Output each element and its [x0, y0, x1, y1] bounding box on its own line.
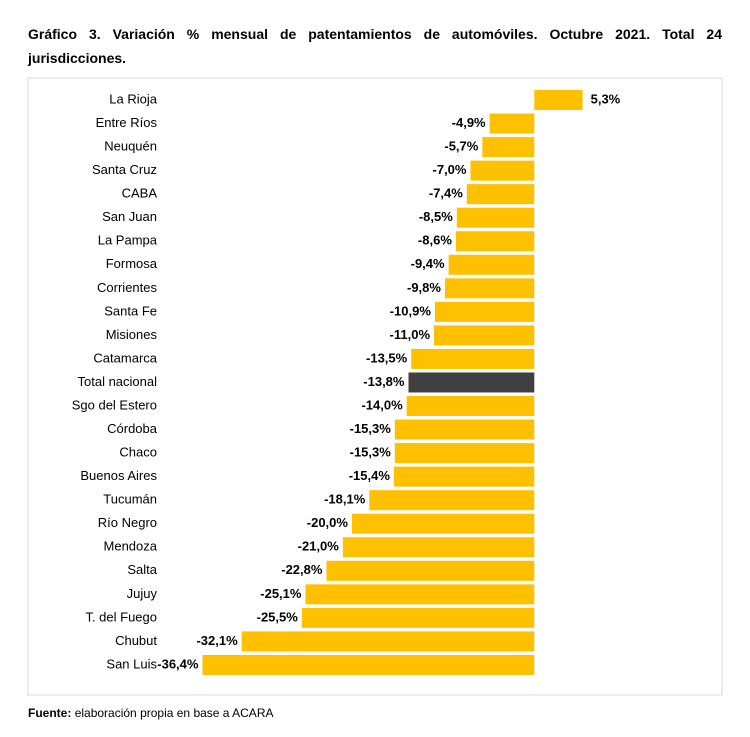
category-label: Chaco	[119, 445, 157, 460]
value-label: -14,0%	[361, 397, 403, 412]
value-label: -21,0%	[298, 539, 340, 554]
value-label: -18,1%	[324, 492, 366, 507]
value-label: -11,0%	[390, 327, 431, 342]
value-label: -25,5%	[257, 609, 299, 624]
bar	[448, 254, 535, 275]
source-label: Fuente:	[28, 706, 72, 720]
value-label: -8,5%	[419, 209, 453, 224]
value-label: -32,1%	[196, 633, 238, 648]
bar	[202, 654, 535, 675]
bar	[394, 443, 535, 464]
value-label: -13,8%	[363, 374, 405, 389]
value-label: -9,8%	[407, 280, 441, 295]
category-label: T. del Fuego	[85, 609, 157, 624]
value-label: 5,3%	[591, 91, 621, 106]
bar	[456, 207, 535, 228]
category-label: Buenos Aires	[80, 468, 157, 483]
bar	[394, 419, 535, 440]
category-label: Tucumán	[103, 492, 157, 507]
source: Fuente: elaboración propia en base a ACA…	[28, 706, 273, 720]
bar	[326, 560, 535, 581]
value-label: -25,1%	[260, 586, 302, 601]
bar	[411, 348, 535, 369]
bar	[393, 466, 535, 487]
value-label: -7,4%	[429, 186, 463, 201]
bar	[466, 184, 535, 205]
bar	[482, 137, 535, 158]
category-label: Neuquén	[104, 139, 157, 154]
category-label: Santa Fe	[104, 303, 157, 318]
bar	[301, 607, 535, 628]
value-label: -36,4%	[157, 656, 199, 671]
value-label: -9,4%	[411, 256, 445, 271]
chart-title: Gráfico 3. Variación % mensual de patent…	[28, 26, 722, 66]
value-label: -13,5%	[366, 350, 408, 365]
bar	[444, 278, 535, 299]
category-label: Corrientes	[97, 280, 157, 295]
bar	[434, 325, 535, 346]
category-label: Río Negro	[98, 515, 157, 530]
value-label: -10,9%	[390, 303, 432, 318]
bar	[489, 113, 535, 134]
category-label: Entre Ríos	[96, 115, 158, 130]
category-label: CABA	[122, 186, 158, 201]
category-label: Salta	[127, 562, 157, 577]
value-label: -8,6%	[418, 233, 452, 248]
category-label: Formosa	[106, 256, 158, 271]
category-label: Misiones	[106, 327, 158, 342]
category-label: La Pampa	[98, 233, 158, 248]
value-label: -15,4%	[349, 468, 391, 483]
plot-frame	[27, 77, 723, 696]
category-label: San Luis	[106, 656, 157, 671]
value-label: -7,0%	[433, 162, 467, 177]
bar	[408, 372, 535, 393]
value-label: -15,3%	[350, 445, 392, 460]
value-label: -20,0%	[307, 515, 349, 530]
bar	[455, 231, 535, 252]
category-label: Chubut	[115, 633, 157, 648]
bar	[241, 631, 535, 652]
bar	[434, 301, 535, 322]
category-label: Jujuy	[127, 586, 158, 601]
bar	[470, 160, 535, 181]
value-label: -15,3%	[350, 421, 392, 436]
source-text: elaboración propia en base a ACARA	[74, 706, 274, 720]
category-label: San Juan	[102, 209, 157, 224]
category-label: Sgo del Estero	[72, 397, 157, 412]
bar	[305, 584, 535, 605]
bar	[351, 513, 535, 534]
value-label: -4,9%	[452, 115, 486, 130]
value-label: -22,8%	[281, 562, 323, 577]
bar	[534, 90, 583, 110]
category-label: La Rioja	[109, 91, 157, 106]
value-label: -5,7%	[444, 139, 478, 154]
category-label: Catamarca	[93, 350, 157, 365]
category-label: Santa Cruz	[92, 162, 157, 177]
category-label: Mendoza	[104, 539, 158, 554]
category-label: Total nacional	[78, 374, 158, 389]
category-label: Córdoba	[107, 421, 158, 436]
bar	[369, 490, 535, 511]
bar	[342, 537, 535, 558]
bar	[406, 396, 535, 417]
